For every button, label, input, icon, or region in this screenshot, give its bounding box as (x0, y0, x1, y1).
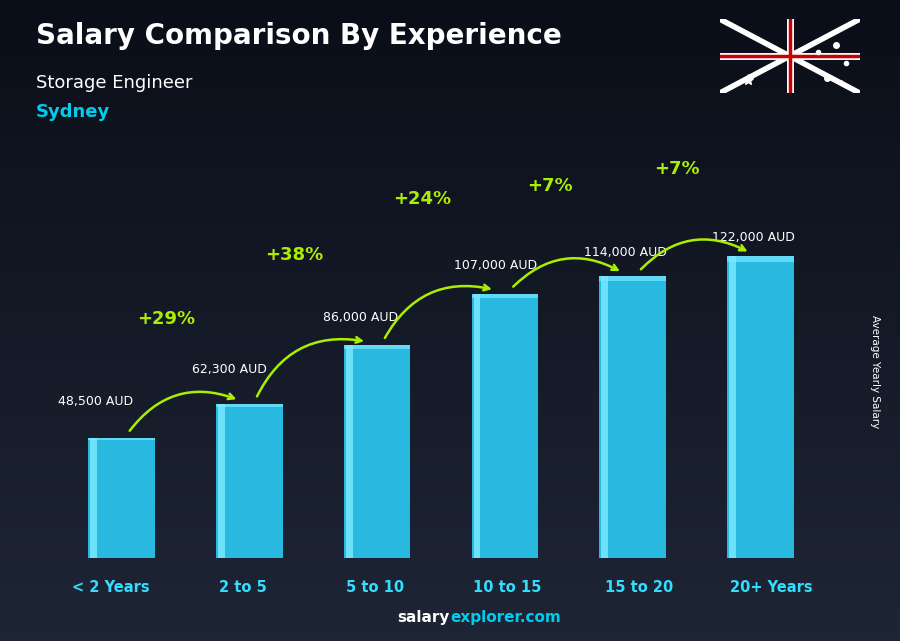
Bar (218, 404, 225, 558)
Bar (216, 404, 283, 558)
Text: 2 to 5: 2 to 5 (219, 580, 267, 595)
Text: 86,000 AUD: 86,000 AUD (323, 311, 399, 324)
Text: < 2 Years: < 2 Years (72, 580, 149, 595)
Text: 62,300 AUD: 62,300 AUD (192, 363, 266, 376)
Text: 15 to 20: 15 to 20 (605, 580, 673, 595)
Text: 122,000 AUD: 122,000 AUD (712, 231, 795, 244)
Bar (727, 256, 794, 558)
Text: +7%: +7% (654, 160, 700, 178)
Text: Average Yearly Salary: Average Yearly Salary (869, 315, 880, 428)
Bar (344, 345, 410, 349)
Text: salary: salary (398, 610, 450, 625)
Text: +7%: +7% (526, 176, 572, 195)
Bar (344, 345, 410, 558)
Text: +24%: +24% (392, 190, 451, 208)
Bar (90, 438, 97, 558)
Bar (472, 294, 538, 558)
Bar (88, 438, 155, 558)
Text: Salary Comparison By Experience: Salary Comparison By Experience (36, 22, 562, 51)
Text: 48,500 AUD: 48,500 AUD (58, 395, 133, 408)
Text: 20+ Years: 20+ Years (730, 580, 813, 595)
Bar (473, 294, 481, 558)
Text: Sydney: Sydney (36, 103, 110, 121)
Bar (729, 256, 736, 558)
Bar (727, 256, 794, 262)
Bar (601, 276, 608, 558)
Text: +29%: +29% (138, 310, 195, 328)
Text: 114,000 AUD: 114,000 AUD (584, 246, 667, 260)
Bar (216, 404, 283, 406)
Bar (472, 294, 538, 298)
Text: 10 to 15: 10 to 15 (472, 580, 541, 595)
Bar (599, 276, 666, 558)
Bar (346, 345, 353, 558)
Bar (88, 438, 155, 440)
Text: 107,000 AUD: 107,000 AUD (454, 260, 537, 272)
Text: Storage Engineer: Storage Engineer (36, 74, 193, 92)
Bar (599, 276, 666, 281)
Text: 5 to 10: 5 to 10 (346, 580, 404, 595)
Text: +38%: +38% (265, 246, 323, 264)
Text: explorer.com: explorer.com (450, 610, 561, 625)
